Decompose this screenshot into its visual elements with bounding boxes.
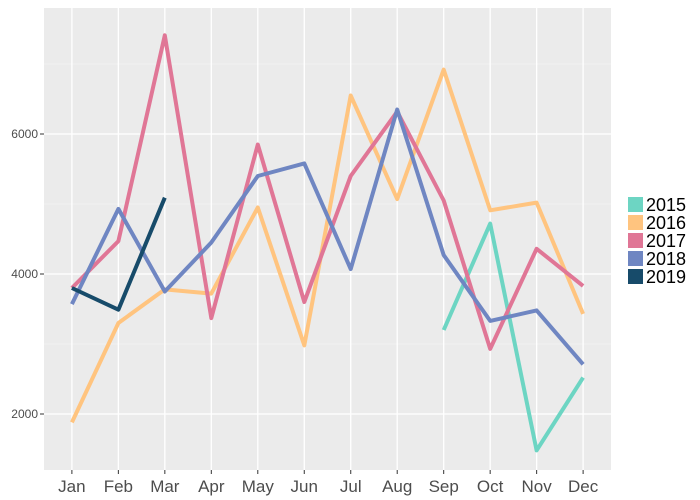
y-tick-label: 4000 bbox=[11, 267, 38, 281]
x-tick-label: Aug bbox=[382, 477, 412, 496]
legend-key-2015 bbox=[628, 197, 643, 212]
x-tick-label: Nov bbox=[522, 477, 553, 496]
series-line-2018 bbox=[70, 107, 585, 366]
legend-key-2019 bbox=[628, 269, 643, 284]
legend-label-2018: 2018 bbox=[646, 249, 686, 269]
x-tick-label: Jul bbox=[340, 477, 362, 496]
x-axis: Jan Feb Mar Apr May Jun Jul Aug Sep Oct Nov Dec bbox=[58, 470, 599, 496]
y-axis: 2000 4000 6000 bbox=[11, 127, 44, 421]
y-tick-label: 2000 bbox=[11, 407, 38, 421]
legend-label-2016: 2016 bbox=[646, 213, 686, 233]
series-lines bbox=[70, 33, 585, 453]
x-tick-label: Mar bbox=[150, 477, 180, 496]
x-tick-label: Jun bbox=[291, 477, 318, 496]
x-tick-label: Feb bbox=[104, 477, 133, 496]
legend-key-2016 bbox=[628, 215, 643, 230]
y-tick-label: 6000 bbox=[11, 127, 38, 141]
x-tick-label: Sep bbox=[429, 477, 459, 496]
x-tick-label: Apr bbox=[198, 477, 225, 496]
series-line-2017 bbox=[70, 33, 585, 351]
legend-label-2017: 2017 bbox=[646, 231, 686, 251]
legend-key-2018 bbox=[628, 251, 643, 266]
legend-label-2019: 2019 bbox=[646, 267, 686, 287]
x-tick-label: Dec bbox=[568, 477, 599, 496]
x-tick-label: Oct bbox=[477, 477, 504, 496]
legend-label-2015: 2015 bbox=[646, 195, 686, 215]
x-tick-label: Jan bbox=[58, 477, 85, 496]
series-line-2019 bbox=[71, 196, 167, 312]
legend-key-2017 bbox=[628, 233, 643, 248]
x-tick-label: May bbox=[242, 477, 275, 496]
